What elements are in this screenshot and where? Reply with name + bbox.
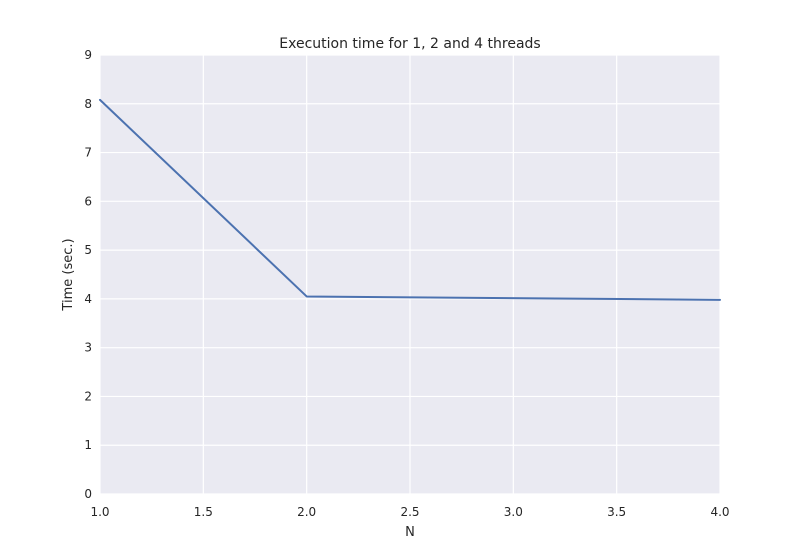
series-line — [99, 98, 721, 301]
chart-title: Execution time for 1, 2 and 4 threads — [279, 36, 540, 52]
x-axis-title: N — [405, 525, 415, 540]
y-tick-label: 1 — [84, 438, 92, 452]
x-tick-label: 4.0 — [710, 505, 729, 519]
y-tick-label: 7 — [84, 146, 92, 160]
series-layer — [99, 98, 721, 301]
y-tick-label: 2 — [84, 389, 92, 403]
x-tick-label: 1.0 — [90, 505, 109, 519]
y-tick-label: 8 — [84, 97, 92, 111]
x-tick-labels: 1.0 1.5 2.0 2.5 3.0 3.5 4.0 — [90, 505, 729, 519]
x-tick-label: 1.5 — [194, 505, 213, 519]
y-tick-label: 4 — [84, 292, 92, 306]
y-tick-labels: 0 1 2 3 4 5 6 7 8 9 — [84, 48, 92, 501]
x-tick-label: 3.5 — [607, 505, 626, 519]
x-tick-label: 3.0 — [504, 505, 523, 519]
y-tick-label: 9 — [84, 48, 92, 62]
x-tick-label: 2.0 — [297, 505, 316, 519]
y-tick-label: 0 — [84, 487, 92, 501]
x-gridlines — [99, 55, 721, 494]
y-axis-title: Time (sec.) — [61, 238, 76, 311]
y-tick-label: 5 — [84, 243, 92, 257]
y-tick-label: 6 — [84, 194, 92, 208]
y-tick-label: 3 — [84, 341, 92, 355]
y-gridlines — [100, 54, 720, 495]
x-tick-label: 2.5 — [400, 505, 419, 519]
